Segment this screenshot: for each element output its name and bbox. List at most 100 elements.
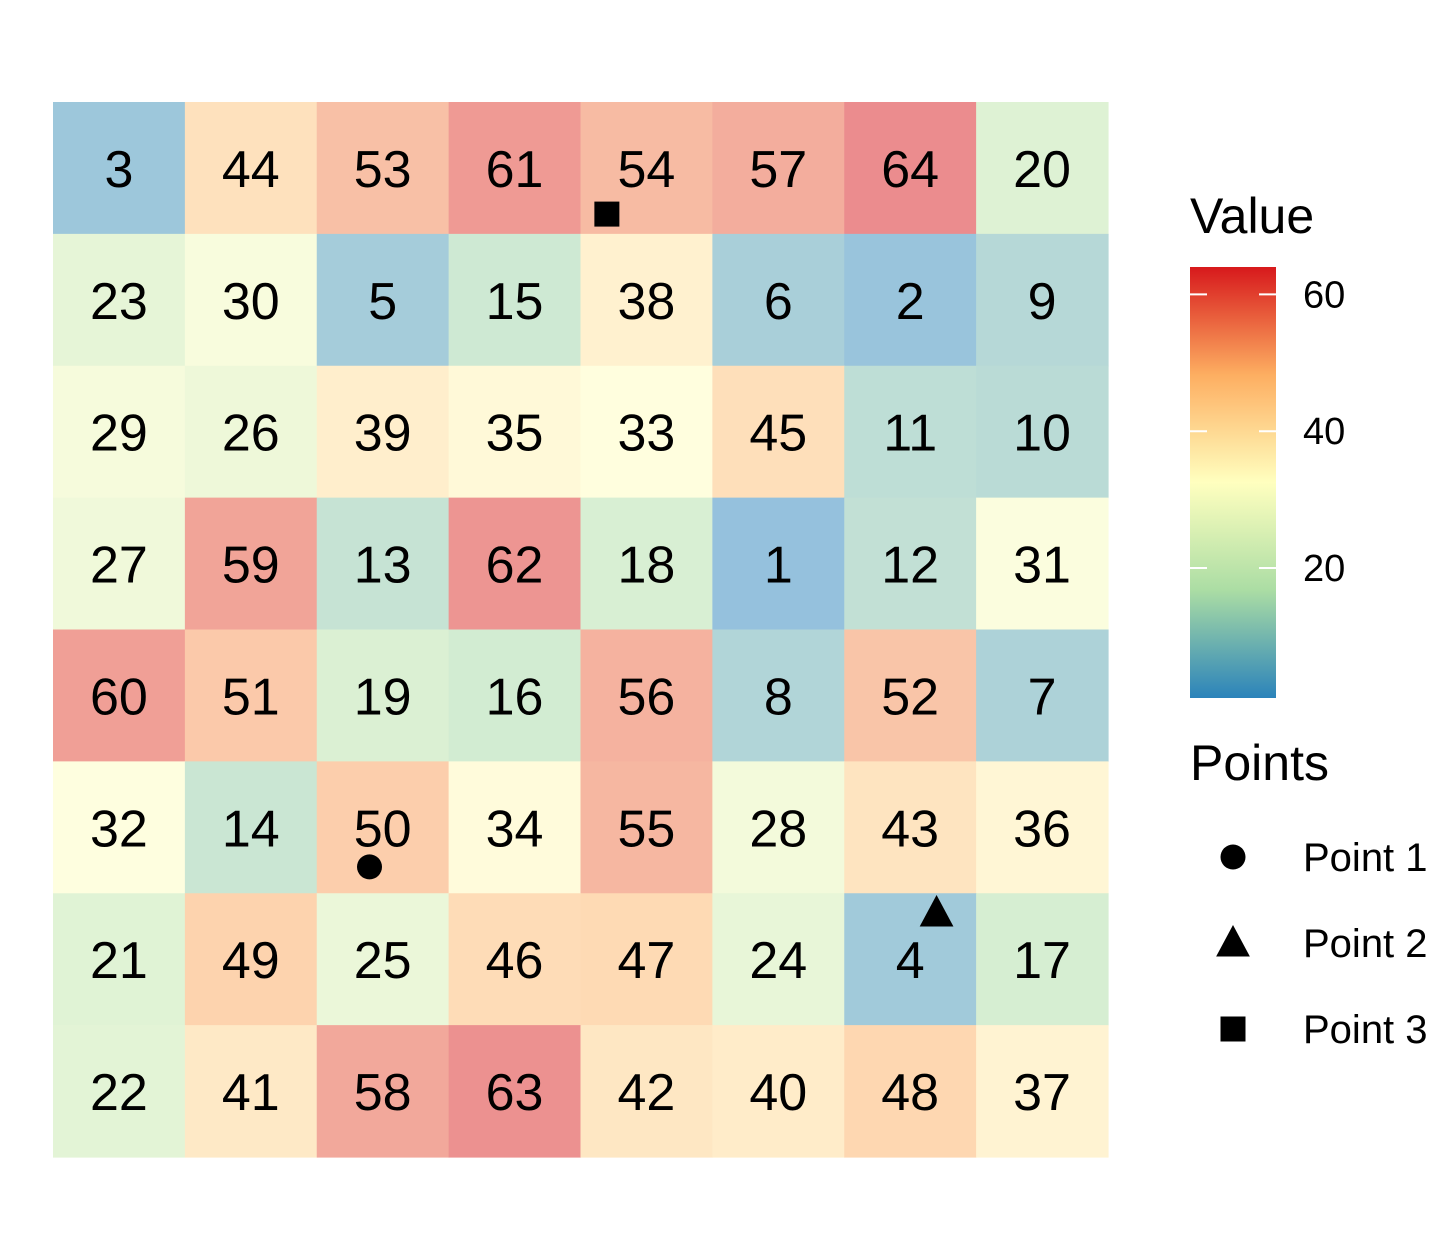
heatmap-cell-label: 42: [618, 1064, 676, 1122]
heatmap-tile: [184, 102, 318, 235]
heatmap-cell-label: 53: [354, 141, 412, 199]
heatmap-tiles: [53, 102, 1109, 1158]
heatmap-tile: [844, 1025, 977, 1158]
heatmap-cell-label: 20: [1013, 141, 1071, 199]
heatmap-tile: [184, 893, 318, 1026]
heatmap-tile: [448, 365, 582, 499]
heatmap-cell-label: 5: [368, 273, 397, 331]
heatmap-cell-label: 62: [486, 537, 544, 595]
heatmap-cell-label: 1: [764, 537, 793, 595]
heatmap-tile: [580, 233, 713, 367]
colorbar-tick-label: 40: [1303, 411, 1345, 453]
heatmap-tile: [53, 233, 186, 367]
heatmap-tile: [580, 629, 713, 762]
colorbar-tick-label: 60: [1303, 274, 1345, 316]
heatmap-cell-label: 18: [618, 537, 676, 595]
heatmap-tile: [316, 497, 450, 631]
points-legend-key-circle: [1220, 844, 1246, 870]
heatmap-cell-label: 33: [618, 405, 676, 463]
heatmap-tile: [712, 365, 845, 499]
heatmap-tile: [712, 1025, 845, 1158]
heatmap-cell-label: 46: [486, 932, 544, 990]
heatmap-cell-label: 10: [1013, 405, 1071, 463]
heatmap-tile: [53, 893, 186, 1026]
heatmap-tile: [580, 1025, 713, 1158]
heatmap-tile: [448, 233, 582, 367]
heatmap-cell-label: 36: [1013, 800, 1071, 858]
heatmap-tile: [448, 102, 582, 235]
heatmap-cell-label: 57: [749, 141, 807, 199]
heatmap-tile: [184, 497, 318, 631]
heatmap-cell-label: 19: [354, 668, 412, 726]
points-legend-key-square: [1220, 1016, 1246, 1042]
colorbar-ticks: 20 40 60: [1190, 274, 1345, 590]
points-legend-key-triangle: [1216, 925, 1250, 957]
heatmap-tile: [184, 365, 318, 499]
heatmap-tile: [448, 893, 582, 1026]
heatmap-tile: [712, 102, 845, 235]
heatmap-tile: [844, 365, 977, 499]
heatmap-cell-label: 59: [222, 537, 280, 595]
heatmap-cell-label: 45: [749, 405, 807, 463]
heatmap-tile: [976, 102, 1109, 235]
heatmap-cell-label: 3: [104, 141, 133, 199]
heatmap-tile: [448, 761, 582, 894]
heatmap-cell-label: 23: [90, 273, 148, 331]
value-legend: Value 20 40 60: [1190, 188, 1345, 698]
heatmap-cell-label: 39: [354, 405, 412, 463]
heatmap-cell-label: 64: [881, 141, 939, 199]
heatmap-tile: [712, 761, 845, 894]
heatmap-tile: [976, 365, 1109, 499]
heatmap-tile: [448, 1025, 582, 1158]
heatmap-cell-label: 51: [222, 668, 280, 726]
heatmap-tile: [53, 761, 186, 894]
heatmap-cell-label: 44: [222, 141, 280, 199]
heatmap-tile: [580, 497, 713, 631]
heatmap-cell-label: 37: [1013, 1064, 1071, 1122]
heatmap-cell-label: 8: [764, 668, 793, 726]
heatmap-tile: [712, 893, 845, 1026]
heatmap-cell-label: 31: [1013, 537, 1071, 595]
heatmap-tile: [844, 629, 977, 762]
heatmap-cell-label: 15: [486, 273, 544, 331]
heatmap-cell-label: 38: [618, 273, 676, 331]
heatmap-tile: [53, 102, 186, 235]
colorbar-tick-label: 20: [1303, 548, 1345, 590]
heatmap-cell-label: 13: [354, 537, 412, 595]
heatmap-tile: [976, 233, 1109, 367]
points-legend: Points Point 1 Point 2 Point 3: [1190, 735, 1428, 1052]
heatmap-tile: [844, 102, 977, 235]
heatmap-tile: [316, 1025, 450, 1158]
heatmap-cell-label: 4: [896, 932, 925, 990]
heatmap-tile: [53, 497, 186, 631]
heatmap-cell-label: 2: [896, 273, 925, 331]
heatmap-cell-label: 35: [486, 405, 544, 463]
heatmap-tile: [184, 761, 318, 894]
heatmap-cell-label: 30: [222, 273, 280, 331]
heatmap-tile: [448, 629, 582, 762]
heatmap-cell-label: 48: [881, 1064, 939, 1122]
heatmap-cell-label: 24: [749, 932, 807, 990]
heatmap-cell-label: 6: [764, 273, 793, 331]
heatmap-tile: [844, 497, 977, 631]
heatmap-cell-label: 22: [90, 1064, 148, 1122]
heatmap-cell-label: 28: [749, 800, 807, 858]
heatmap-cell-label: 61: [486, 141, 544, 199]
value-colorbar: [1190, 267, 1276, 698]
heatmap-tile: [53, 629, 186, 762]
heatmap-tile: [976, 761, 1109, 894]
heatmap-tile: [316, 629, 450, 762]
heatmap-cell-label: 27: [90, 537, 148, 595]
points-legend-label: Point 2: [1303, 922, 1428, 966]
heatmap-cell-label: 7: [1028, 668, 1057, 726]
heatmap-tile: [976, 1025, 1109, 1158]
heatmap-cell-label: 56: [618, 668, 676, 726]
heatmap-cell-label: 17: [1013, 932, 1071, 990]
heatmap-cell-label: 11: [883, 405, 937, 463]
heatmap-cell-label: 49: [222, 932, 280, 990]
points-legend-title: Points: [1190, 735, 1329, 791]
heatmap-cell-label: 52: [881, 668, 939, 726]
heatmap-tile: [712, 497, 845, 631]
